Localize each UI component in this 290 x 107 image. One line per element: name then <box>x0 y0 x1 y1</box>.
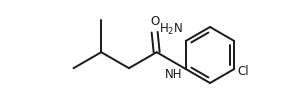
Text: H$_2$N: H$_2$N <box>159 22 183 37</box>
Text: Cl: Cl <box>237 65 249 77</box>
Text: O: O <box>150 15 159 28</box>
Text: NH: NH <box>164 68 182 81</box>
